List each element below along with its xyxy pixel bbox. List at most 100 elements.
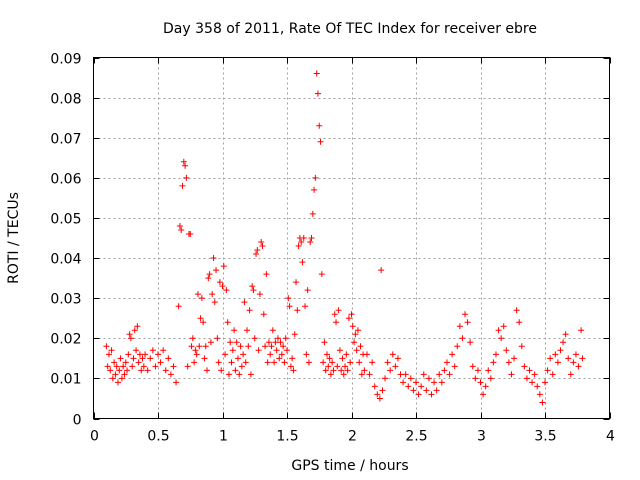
data-point [124,367,131,374]
data-point [441,367,448,374]
data-point [454,343,461,350]
data-point [121,371,128,378]
data-point [277,339,284,346]
data-point [178,226,185,233]
data-point [214,335,221,342]
data-point [130,355,137,362]
data-point [167,371,174,378]
data-point [378,267,385,274]
data-point [433,387,440,394]
data-point [273,347,280,354]
data-point [436,371,443,378]
data-point [578,327,585,334]
data-point [469,363,476,370]
data-point [285,295,292,302]
data-point [302,303,309,310]
data-point [311,186,318,193]
data-point [361,367,368,374]
data-point [456,323,463,330]
data-point [122,359,129,366]
x-tick-label: 1.5 [276,429,298,445]
data-point [184,363,191,370]
data-point [250,287,257,294]
data-point [201,355,208,362]
data-point [320,359,327,366]
data-point [175,303,182,310]
data-point [247,371,254,378]
data-point [333,319,340,326]
data-point [356,359,363,366]
data-point [503,347,510,354]
data-point [117,355,124,362]
data-point [418,383,425,390]
data-point [305,359,312,366]
data-point [103,343,110,350]
data-point [265,339,272,346]
data-point [129,363,136,370]
data-point [240,351,247,358]
axis-ticks: 0 0.5 1 1.5 2 2.5 3 3.5 4 0 0.01 0.02 0.03 0.04 0.05 0.… [50,52,615,445]
data-point [363,351,370,358]
data-point [290,367,297,374]
y-tick-label: 0.07 [50,132,81,148]
data-point [215,359,222,366]
data-point [344,367,351,374]
data-point [402,371,409,378]
data-point [113,363,120,370]
data-point [351,339,358,346]
data-point [276,355,283,362]
data-point [170,363,177,370]
data-point [188,343,195,350]
data-point [220,263,227,270]
data-point [325,363,332,370]
data-point [511,355,518,362]
data-point [304,287,311,294]
data-point [197,315,204,322]
x-tick-label: 0.5 [147,429,169,445]
data-point [219,283,226,290]
data-point [323,351,330,358]
data-point [183,174,190,181]
data-point [149,347,156,354]
data-point [237,343,244,350]
data-point [131,327,138,334]
data-point [480,391,487,398]
data-point [268,343,275,350]
data-point [539,399,546,406]
y-tick-label: 0 [73,413,82,429]
data-point [487,375,494,382]
data-point [567,371,574,378]
data-point [200,319,207,326]
y-tick-label: 0.04 [50,252,81,268]
data-point [262,343,269,350]
data-point [575,363,582,370]
data-point [459,335,466,342]
data-point [258,239,265,246]
data-point [536,391,543,398]
data-point [274,335,281,342]
data-point [321,339,328,346]
data-point [300,235,307,241]
x-tick-label: 0 [90,429,99,445]
data-point [464,319,471,326]
data-point [322,367,329,374]
data-point [191,359,198,366]
data-point [284,347,290,354]
y-tick-label: 0.06 [50,172,81,188]
data-point [196,343,203,350]
data-point [410,387,417,394]
y-tick-label: 0.03 [50,292,81,308]
data-point [413,379,419,386]
data-point [267,351,274,358]
data-point [570,359,577,366]
data-point [425,375,432,382]
data-point [405,383,412,390]
data-point [299,259,306,266]
data-point [309,210,316,217]
data-point [118,375,125,382]
data-point [229,347,236,354]
data-point [246,307,253,314]
data-point [278,351,285,358]
data-point [339,355,346,362]
data-point [423,387,430,394]
